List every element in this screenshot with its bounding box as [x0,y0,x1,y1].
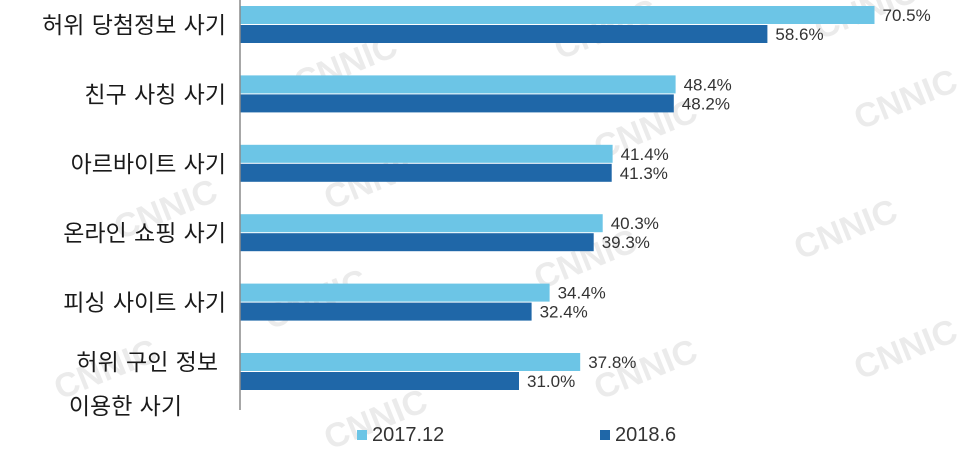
bar-2017.12-3 [240,214,603,233]
bar-2018.6-5 [240,372,519,390]
category-label-4: 피싱 사이트 사기 [63,291,226,317]
bar-2018.6-3 [240,233,594,252]
value-label-2017.12-4: 34.4% [558,284,606,303]
bars-layer: 70.5% 58.6% 48.4%48.2% 41.4%41.3% 40.3%39.3%… [240,6,931,391]
value-label-2018.6-4: 32.4% [540,303,588,322]
category-label-1: 친구 사칭 사기 [84,82,226,108]
category-label-5-line1: 허위 구인 정보 [76,350,218,376]
bar-2017.12-1 [240,75,676,94]
legend-swatch-2018.6 [600,430,610,440]
watermark-text: CNNIC [319,382,433,458]
bar-2018.6-2 [240,163,612,182]
bar-2017.12-0 [240,6,875,24]
value-label-2018.6-1: 48.2% [682,94,730,113]
bar-2017.12-5 [240,353,581,371]
category-label-2: 아르바이트 사기 [71,152,226,178]
bar-2018.6-1 [240,94,674,113]
legend-swatch-2017.12 [357,430,367,440]
watermark-text: CNNIC [849,312,963,388]
value-label-2017.12-0: 70.5% [883,6,931,25]
value-label-2018.6-3: 39.3% [602,233,650,252]
watermark-text: CNNIC [849,62,963,138]
category-label-0: 허위 당첨정보 사기 [42,13,226,39]
legend-label-2018.6: 2018.6 [615,424,676,446]
legend: 2017.12 2018.6 [357,424,676,446]
bar-2018.6-0 [240,25,768,43]
category-label-5-line2: 이용한 사기 [69,394,182,420]
watermark-text: CNNIC [789,192,903,268]
value-label-2017.12-5: 37.8% [588,353,636,372]
value-label-2017.12-3: 40.3% [611,214,659,233]
category-label-3: 온라인 쇼핑 사기 [63,221,226,247]
bar-2017.12-2 [240,144,613,163]
legend-label-2017.12: 2017.12 [372,424,444,446]
value-label-2017.12-1: 48.4% [684,75,732,94]
bar-2017.12-4 [240,283,550,302]
value-label-2018.6-2: 41.3% [620,164,668,183]
value-label-2018.6-0: 58.6% [775,25,823,44]
bar-2018.6-4 [240,302,532,321]
value-label-2018.6-5: 31.0% [527,372,575,391]
value-label-2017.12-2: 41.4% [621,145,669,164]
